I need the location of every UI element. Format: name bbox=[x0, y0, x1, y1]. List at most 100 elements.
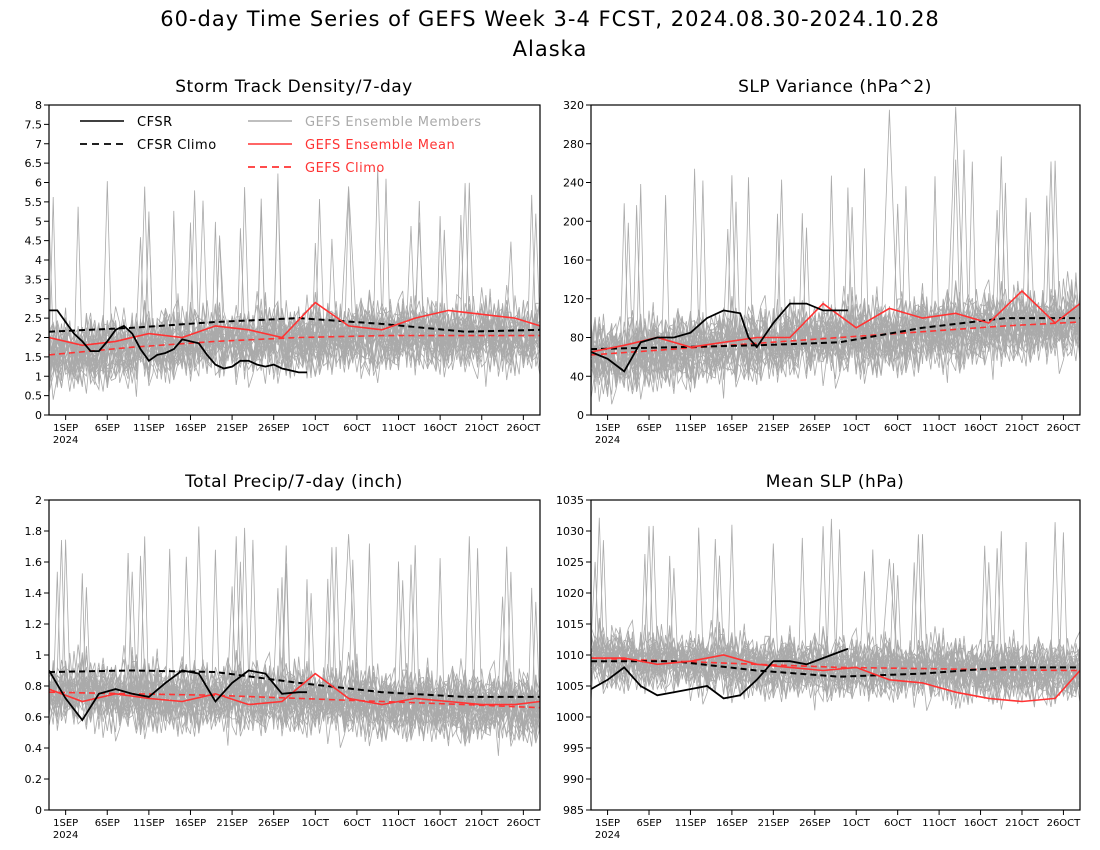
ensemble-member-peak bbox=[880, 558, 899, 669]
y-tick-label: 4.5 bbox=[25, 235, 43, 248]
ensemble-members bbox=[49, 526, 540, 756]
y-tick-label: 6 bbox=[35, 177, 42, 190]
y-tick-label: 4 bbox=[35, 254, 42, 267]
x-tick-label: 1OCT bbox=[843, 423, 871, 434]
x-tick-year: 2024 bbox=[595, 435, 620, 446]
y-tick-label: 0.8 bbox=[25, 680, 43, 693]
y-tick-label: 7.5 bbox=[25, 118, 43, 131]
legend-label-gefs-climo: GEFS Climo bbox=[305, 161, 385, 176]
y-tick-label: 995 bbox=[563, 742, 584, 755]
x-tick-year: 2024 bbox=[53, 830, 78, 841]
ensemble-members bbox=[49, 167, 540, 400]
y-tick-label: 1015 bbox=[556, 618, 584, 631]
y-tick-label: 1.8 bbox=[25, 525, 43, 538]
y-tick-label: 0.2 bbox=[25, 773, 43, 786]
y-tick-label: 0.6 bbox=[25, 711, 43, 724]
x-tick-label: 21SEP bbox=[758, 423, 789, 434]
x-tick-year: 2024 bbox=[595, 830, 620, 841]
y-tick-label: 80 bbox=[570, 332, 584, 345]
y-tick-label: 1035 bbox=[556, 494, 584, 507]
x-tick-label: 1OCT bbox=[302, 818, 330, 829]
y-tick-label: 1020 bbox=[556, 587, 584, 600]
x-tick-label: 11SEP bbox=[133, 423, 164, 434]
cfsr-line bbox=[591, 302, 848, 373]
y-tick-label: 5.5 bbox=[25, 196, 43, 209]
ens-mean-line bbox=[49, 672, 540, 706]
y-tick-label: 8 bbox=[35, 99, 42, 112]
y-tick-label: 120 bbox=[563, 293, 584, 306]
x-tick-label: 1SEP bbox=[53, 423, 78, 434]
ensemble-members bbox=[591, 149, 1080, 405]
panel-title: Storm Track Density/7-day bbox=[175, 77, 412, 97]
x-tick-label: 21OCT bbox=[1005, 818, 1040, 829]
ensemble-member-line bbox=[591, 177, 1080, 389]
y-tick-label: 1005 bbox=[556, 680, 584, 693]
ens-mean-line bbox=[591, 654, 1080, 703]
x-tick-label: 26OCT bbox=[1047, 423, 1082, 434]
ensemble-member-line bbox=[591, 625, 1080, 703]
x-tick-label: 6OCT bbox=[343, 423, 371, 434]
cfsr-line bbox=[49, 669, 307, 722]
y-tick-label: 6.5 bbox=[25, 157, 43, 170]
x-tick-label: 1SEP bbox=[595, 818, 620, 829]
y-tick-label: 160 bbox=[563, 254, 584, 267]
y-tick-label: 1.2 bbox=[25, 618, 43, 631]
x-tick-label: 11SEP bbox=[675, 423, 706, 434]
x-tick-label: 11OCT bbox=[382, 423, 417, 434]
y-tick-label: 0 bbox=[35, 409, 42, 422]
x-tick-label: 21OCT bbox=[465, 818, 500, 829]
y-tick-label: 1010 bbox=[556, 649, 584, 662]
ensemble-member-line bbox=[591, 296, 1080, 394]
cfsr-line bbox=[49, 309, 307, 374]
cfsr-climo-line bbox=[591, 660, 1080, 678]
x-tick-label: 6OCT bbox=[343, 818, 371, 829]
y-tick-label: 3 bbox=[35, 293, 42, 306]
cfsr-climo-line bbox=[591, 317, 1080, 351]
x-tick-label: 16OCT bbox=[423, 423, 458, 434]
x-tick-label: 6SEP bbox=[636, 423, 661, 434]
x-tick-label: 11OCT bbox=[922, 423, 957, 434]
ensemble-member-line bbox=[49, 660, 540, 741]
y-tick-label: 0 bbox=[577, 409, 584, 422]
y-tick-label: 1000 bbox=[556, 711, 584, 724]
y-tick-label: 1025 bbox=[556, 556, 584, 569]
x-tick-label: 11OCT bbox=[382, 818, 417, 829]
x-tick-label: 26OCT bbox=[507, 423, 542, 434]
x-tick-label: 26OCT bbox=[1047, 818, 1082, 829]
legend: CFSR CFSR Climo GEFS Ensemble Members GE… bbox=[80, 115, 481, 176]
gefs-climo-line bbox=[49, 334, 540, 356]
y-tick-label: 1.5 bbox=[25, 351, 43, 364]
y-tick-label: 2.5 bbox=[25, 312, 43, 325]
y-tick-label: 280 bbox=[563, 138, 584, 151]
x-tick-label: 16OCT bbox=[423, 818, 458, 829]
panel-storm-track-density: Storm Track Density/7-day 0 0.5 1 1.5 2 2.5 3 3… bbox=[25, 77, 542, 446]
x-tick-label: 11SEP bbox=[675, 818, 706, 829]
y-tick-label: 40 bbox=[570, 370, 584, 383]
x-tick-label: 26SEP bbox=[258, 423, 289, 434]
ensemble-member-line bbox=[591, 626, 1080, 710]
y-tick-label: 1.4 bbox=[25, 587, 43, 600]
ensemble-member-line bbox=[49, 545, 540, 736]
legend-label-cfsr: CFSR bbox=[137, 115, 173, 130]
ensemble-member-line bbox=[591, 203, 1080, 376]
cfsr-line bbox=[591, 647, 849, 700]
x-tick-label: 16OCT bbox=[964, 818, 999, 829]
y-tick-label: 1030 bbox=[556, 525, 584, 538]
ens-mean-line bbox=[49, 301, 540, 347]
gefs-climo-line bbox=[591, 321, 1080, 356]
y-tick-label: 3.5 bbox=[25, 273, 43, 286]
ensemble-member-peak bbox=[339, 534, 358, 701]
ensemble-member-peak bbox=[880, 109, 899, 335]
ensemble-member-line bbox=[591, 290, 1080, 402]
y-tick-label: 200 bbox=[563, 215, 584, 228]
ensemble-member-line bbox=[49, 194, 540, 384]
x-tick-label: 21SEP bbox=[758, 818, 789, 829]
x-tick-label: 16OCT bbox=[964, 423, 999, 434]
ensemble-members bbox=[591, 517, 1080, 711]
panel-title: Mean SLP (hPa) bbox=[766, 472, 905, 492]
y-tick-label: 0.5 bbox=[25, 390, 43, 403]
panel-slp-variance: SLP Variance (hPa^2) 0 40 80 120 160 200 240 28… bbox=[563, 77, 1081, 446]
panel-title: Total Precip/7-day (inch) bbox=[184, 472, 403, 492]
x-tick-label: 26SEP bbox=[258, 818, 289, 829]
